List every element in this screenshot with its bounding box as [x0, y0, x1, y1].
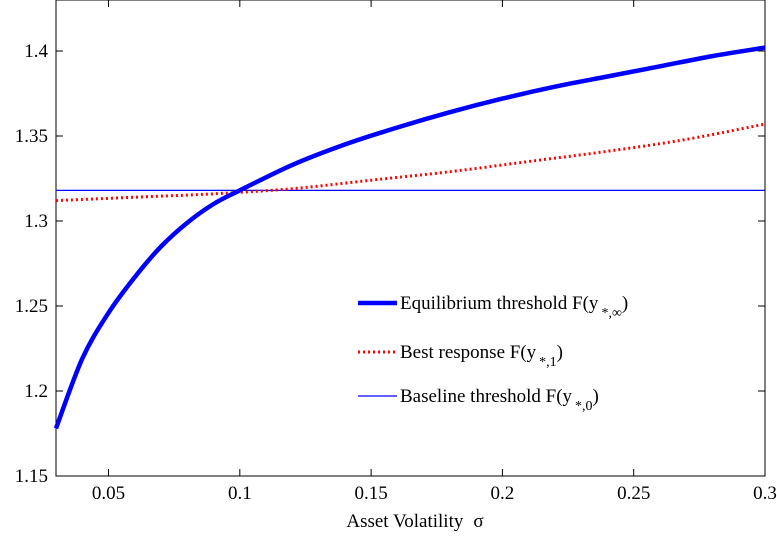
- legend-label-close: ): [622, 293, 628, 314]
- x-tick-label: 0.1: [228, 483, 252, 504]
- legend-label-close: ): [593, 386, 599, 407]
- y-tick-label: 1.3: [24, 211, 48, 232]
- y-tick-label: 1.35: [15, 126, 48, 147]
- x-axis-title-symbol: σ: [473, 511, 483, 532]
- legend-label-close: ): [557, 342, 563, 363]
- x-axis-title: Asset Volatility σ: [346, 511, 483, 532]
- legend-label-subscript: *,0: [575, 399, 593, 414]
- legend-label-main: Baseline threshold F(y: [400, 386, 573, 407]
- legend-label-1: Best response F(y *,1): [400, 342, 563, 370]
- x-tick-label: 0.2: [491, 483, 515, 504]
- legend-label-subscript: *,∞: [601, 306, 622, 321]
- x-tick-label: 0.25: [617, 483, 650, 504]
- y-tick-label: 1.25: [15, 296, 48, 317]
- legend-label-main: Equilibrium threshold F(y: [400, 293, 599, 314]
- series-line-0: [53, 45, 766, 430]
- y-tick-label: 1.4: [24, 41, 48, 62]
- x-axis-ticks: 0.05 0.1 0.15 0.2 0.25 0.3: [92, 0, 777, 504]
- x-tick-label: 0.05: [92, 483, 125, 504]
- legend-label-0: Equilibrium threshold F(y *,∞): [400, 293, 628, 321]
- y-tick-label: 1.2: [24, 381, 48, 402]
- plot-area: [55, 0, 766, 477]
- x-axis-title-text: Asset Volatility: [346, 511, 464, 532]
- y-tick-label: 1.15: [15, 466, 48, 487]
- series-lines: [53, 45, 766, 430]
- legend-label-2: Baseline threshold F(y *,0): [400, 386, 599, 414]
- series-line-1: [55, 122, 766, 203]
- legend: Equilibrium threshold F(y *,∞)Best respon…: [358, 293, 628, 414]
- x-tick-label: 0.15: [354, 483, 387, 504]
- y-axis-ticks: 1.15 1.2 1.25 1.3 1.35 1.4: [15, 41, 765, 487]
- legend-label-main: Best response F(y: [400, 342, 537, 363]
- x-tick-label: 0.3: [753, 483, 777, 504]
- legend-label-subscript: *,1: [539, 355, 557, 370]
